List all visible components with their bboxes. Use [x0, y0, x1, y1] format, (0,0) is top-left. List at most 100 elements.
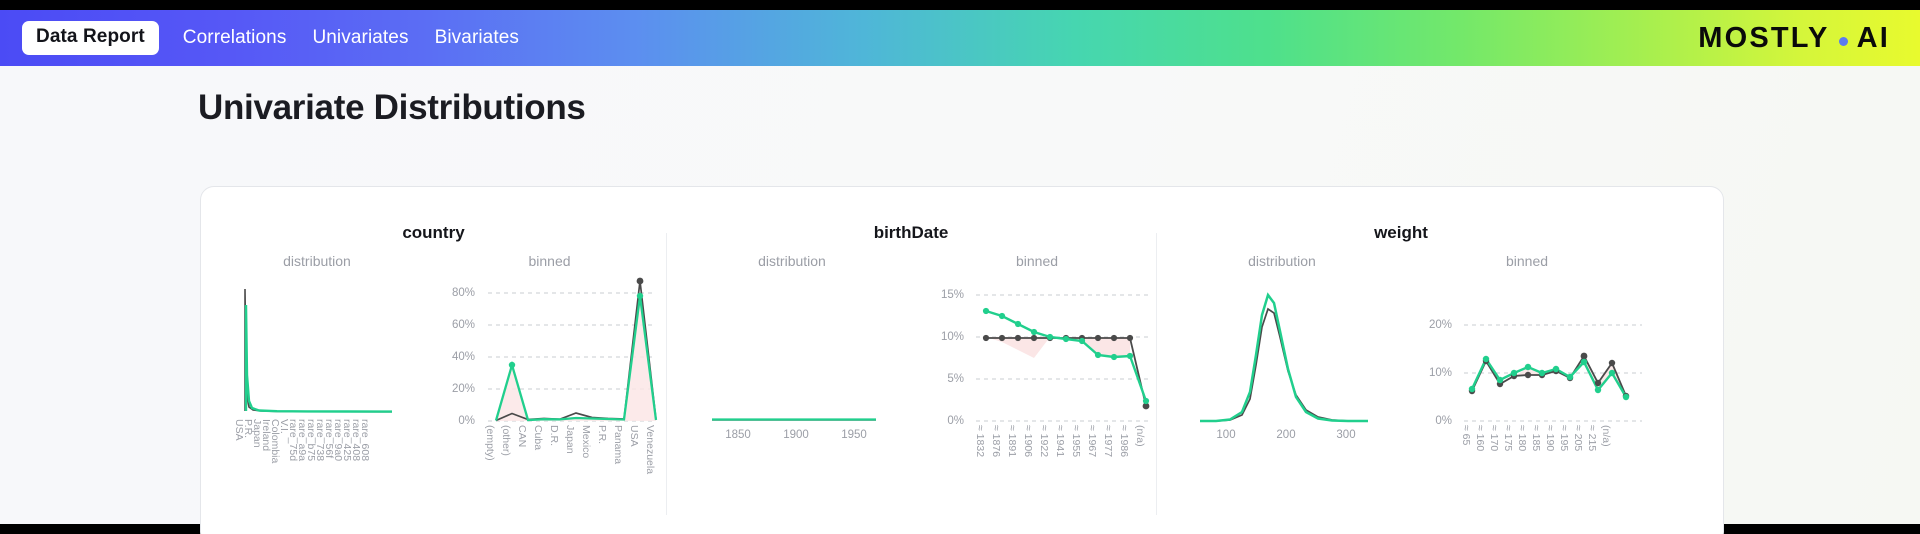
tick-label: ≈ 1941	[1054, 425, 1066, 458]
tick-label: ≈ 1986	[1118, 425, 1130, 458]
tick-label: ≈ 65	[1460, 425, 1472, 446]
birthdate-distribution-svg	[712, 418, 876, 421]
nav-left-group: Data Report Correlations Univariates Biv…	[0, 21, 521, 55]
page-content: Univariate Distributions country distrib…	[0, 66, 1920, 534]
tick-label: ≈ 180	[1516, 425, 1528, 452]
top-navigation-bar: Data Report Correlations Univariates Biv…	[0, 10, 1920, 66]
tick-label: 1900	[783, 429, 809, 441]
tick-label: ≈ 1832	[974, 425, 986, 458]
series-synthetic-line	[494, 295, 658, 422]
series-synthetic-line	[985, 309, 1148, 402]
panel-label-binned: binned	[528, 253, 571, 269]
tick-label: 60%	[451, 319, 475, 331]
tick-label: ≈ 1891	[1006, 425, 1018, 458]
panel-label-binned: binned	[1015, 253, 1059, 269]
tick-label: 300	[1336, 429, 1356, 441]
chart-group-title-weight: weight	[1374, 223, 1428, 242]
tick-label: ≈ 205	[1572, 425, 1584, 452]
tick-label: CAN	[516, 425, 528, 448]
plot-weight-distribution	[1198, 279, 1370, 425]
tick-label: 0%	[458, 415, 475, 427]
mostly-ai-logo: MOSTLY AI	[1698, 21, 1920, 54]
gridlines	[976, 294, 1149, 422]
birthdate-binned-svg	[976, 294, 1150, 422]
tick-label: (n/a)	[1600, 425, 1612, 447]
plot-weight-binned	[1464, 279, 1644, 427]
plot-country-binned	[488, 277, 658, 427]
plot-birthdate-binned	[976, 279, 1151, 427]
tick-label: Mexico	[580, 425, 592, 459]
series-original-line	[1200, 307, 1368, 422]
panel-country-binned: binned	[433, 187, 666, 534]
tick-label: 0%	[1435, 415, 1452, 427]
tick-label: 40%	[451, 351, 475, 363]
tick-label: ≈ 175	[1502, 425, 1514, 452]
tick-label: 1850	[725, 429, 751, 441]
data-report-button[interactable]: Data Report	[22, 21, 159, 55]
diff-area-fill-lower	[1066, 338, 1130, 357]
tick-label: Panama	[612, 425, 624, 465]
panel-birthdate-binned: binned	[918, 187, 1156, 534]
chart-group-weight: weight distribution 100 200	[1156, 187, 1646, 534]
panel-country-distribution: distribution USA P.R. Japan Ireland	[201, 187, 433, 534]
chart-group-title-birthdate: birthDate	[873, 223, 949, 242]
tick-label: ≈ 1967	[1086, 425, 1098, 458]
tick-label: D.R.	[548, 425, 560, 446]
nav-link-correlations[interactable]: Correlations	[182, 26, 287, 48]
tick-label: 0%	[947, 415, 964, 427]
panel-label-distribution: distribution	[1248, 253, 1316, 269]
tick-label: 10%	[1428, 367, 1452, 379]
tick-label: 80%	[451, 287, 475, 299]
diff-area-fill	[496, 296, 656, 421]
tick-label: 10%	[940, 331, 964, 343]
tick-label: USA	[628, 425, 640, 447]
tick-label: Japan	[564, 425, 576, 454]
gridlines	[1464, 324, 1642, 422]
tick-label: ≈ 160	[1474, 425, 1486, 452]
tick-label: 100	[1216, 429, 1236, 441]
plot-birthdate-distribution	[710, 283, 878, 423]
synthetic-markers	[982, 307, 1150, 405]
original-markers	[636, 277, 644, 285]
tick-label: Cuba	[532, 425, 544, 451]
tick-label: Venezuela	[644, 425, 656, 475]
tick-label: ≈ 1906	[1022, 425, 1034, 458]
tick-label: 200	[1276, 429, 1296, 441]
series-original-line	[1471, 354, 1627, 397]
group-divider	[666, 233, 667, 515]
tick-label: ≈ 1955	[1070, 425, 1082, 458]
panel-label-distribution: distribution	[758, 253, 826, 269]
group-divider	[1156, 233, 1157, 515]
brand-text-ai: AI	[1856, 21, 1890, 54]
tick-label: ≈ 1876	[990, 425, 1002, 458]
series-original-line	[244, 288, 393, 413]
diff-area-fill	[1472, 356, 1626, 396]
tick-label: ≈ 185	[1530, 425, 1542, 452]
tick-label: (other)	[500, 425, 512, 456]
series-synthetic-line	[1470, 356, 1628, 398]
tick-label: P.R.	[596, 425, 608, 445]
tick-label: ≈ 1977	[1102, 425, 1114, 458]
synthetic-markers	[1468, 355, 1630, 401]
tick-label: 20%	[1428, 319, 1452, 331]
country-distribution-svg	[244, 288, 393, 413]
panel-label-distribution: distribution	[283, 253, 351, 269]
plot-country-distribution	[237, 283, 397, 423]
chart-group-title-country: country	[402, 223, 465, 242]
series-synthetic-line	[1200, 292, 1368, 423]
panel-label-binned: binned	[1505, 253, 1549, 269]
nav-link-bivariates[interactable]: Bivariates	[434, 26, 519, 48]
tick-label: rare_608	[359, 419, 371, 462]
tick-label: 15%	[940, 289, 964, 301]
tick-label: ≈ 215	[1586, 425, 1598, 452]
nav-link-univariates[interactable]: Univariates	[312, 26, 409, 48]
page-title: Univariate Distributions	[198, 88, 586, 127]
panel-weight-distribution: distribution 100 200 300	[1156, 187, 1408, 534]
chart-group-country: country distribution USA P.R.	[201, 187, 666, 534]
tick-label: (n/a)	[1134, 425, 1146, 447]
tick-label: ≈ 1922	[1038, 425, 1050, 458]
chart-group-birthdate: birthDate distribution 1850 1900	[666, 187, 1156, 534]
panel-birthdate-distribution: distribution 1850 1900 1950	[666, 187, 918, 534]
chart-groups: country distribution USA P.R.	[201, 187, 1723, 534]
